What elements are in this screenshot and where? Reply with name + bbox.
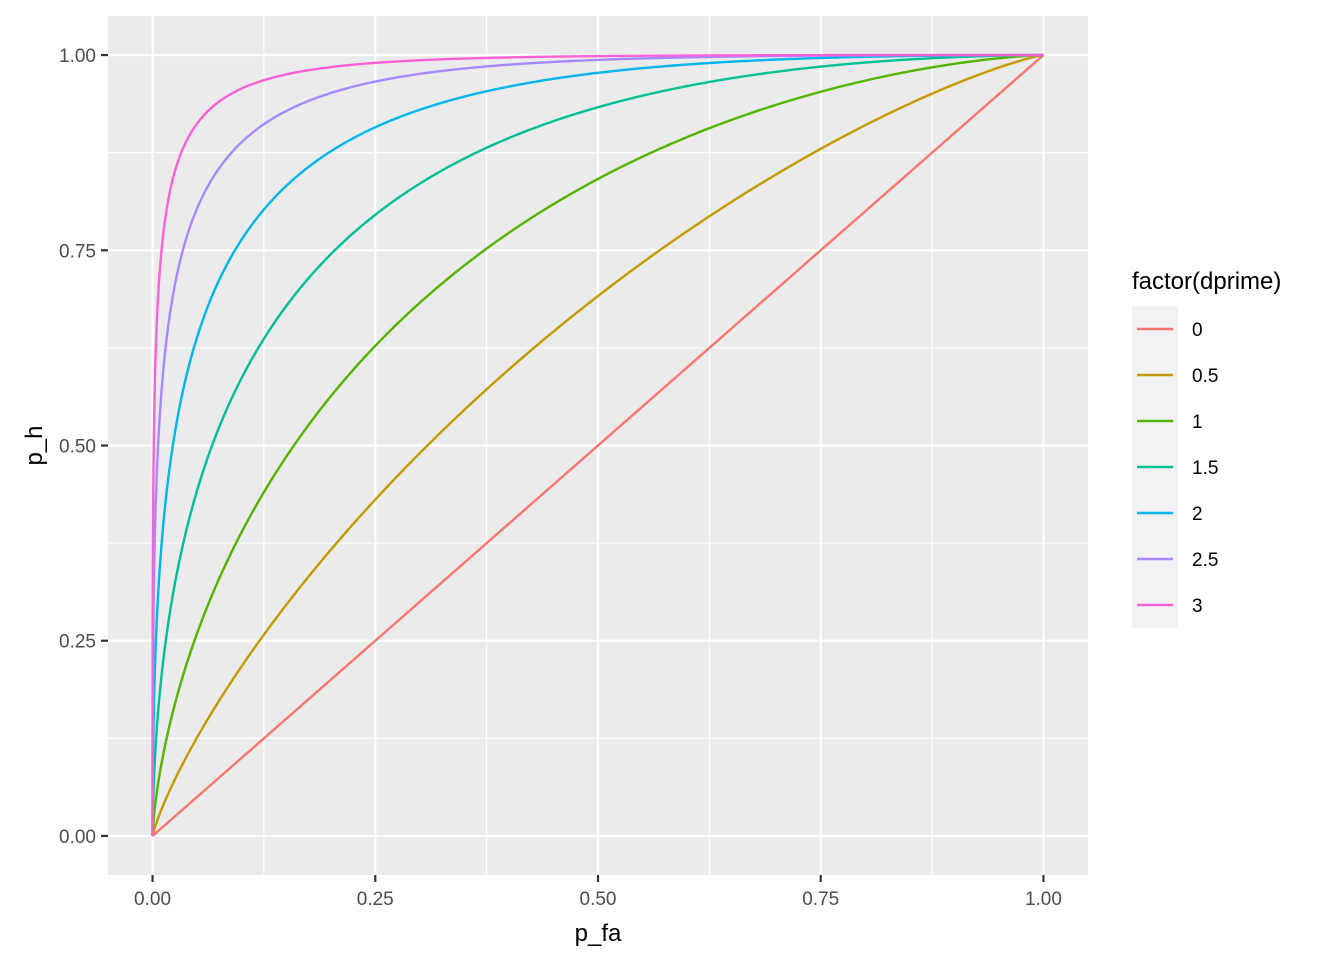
series-line-2 [151, 53, 1044, 836]
legend-label: 2 [1192, 504, 1203, 525]
series-line-3 [151, 53, 1044, 836]
legend-label: 1 [1192, 412, 1203, 433]
legend-label: 0.5 [1192, 366, 1218, 387]
legend-item-2-5: 2.5 [1137, 550, 1218, 571]
legend-label: 0 [1192, 320, 1203, 341]
x-tick-label: 0.25 [357, 889, 394, 910]
series-line-0-5 [151, 53, 1044, 838]
legend-items: 0 0.5 1 1.5 2 2.5 3 [1137, 320, 1218, 617]
legend-label: 2.5 [1192, 550, 1218, 571]
y-tick-label: 0.25 [59, 632, 96, 653]
x-axis-title: p_fa [575, 920, 622, 947]
legend-label: 3 [1192, 596, 1203, 617]
series-lines [151, 53, 1045, 838]
legend-label: 1.5 [1192, 458, 1218, 479]
y-tick-label: 1.00 [59, 46, 96, 67]
legend-item-2: 2 [1137, 504, 1203, 525]
y-tick-label: 0.75 [59, 241, 96, 262]
x-tick-label: 0.75 [802, 889, 839, 910]
series-line-0 [151, 54, 1045, 838]
legend-item-3: 3 [1137, 596, 1203, 617]
x-axis: 0.00 0.25 0.50 0.75 1.00 [134, 875, 1062, 910]
legend-item-1: 1 [1137, 412, 1203, 433]
x-tick-label: 1.00 [1025, 889, 1062, 910]
legend-item-1-5: 1.5 [1137, 458, 1218, 479]
legend-item-0-5: 0.5 [1137, 366, 1218, 387]
x-tick-label: 0.50 [580, 889, 617, 910]
y-tick-label: 0.00 [59, 827, 96, 848]
series-line-1-5 [151, 53, 1044, 837]
series-line-1 [151, 53, 1044, 838]
legend-title: factor(dprime) [1132, 268, 1281, 295]
legend-item-0: 0 [1137, 320, 1203, 341]
legend: factor(dprime) 0 0.5 1 1.5 2 2.5 3 [1132, 268, 1281, 628]
y-tick-label: 0.50 [59, 437, 96, 458]
y-axis: 0.00 0.25 0.50 0.75 1.00 [59, 46, 108, 848]
x-tick-label: 0.00 [134, 889, 171, 910]
y-axis-title: p_h [21, 425, 48, 465]
